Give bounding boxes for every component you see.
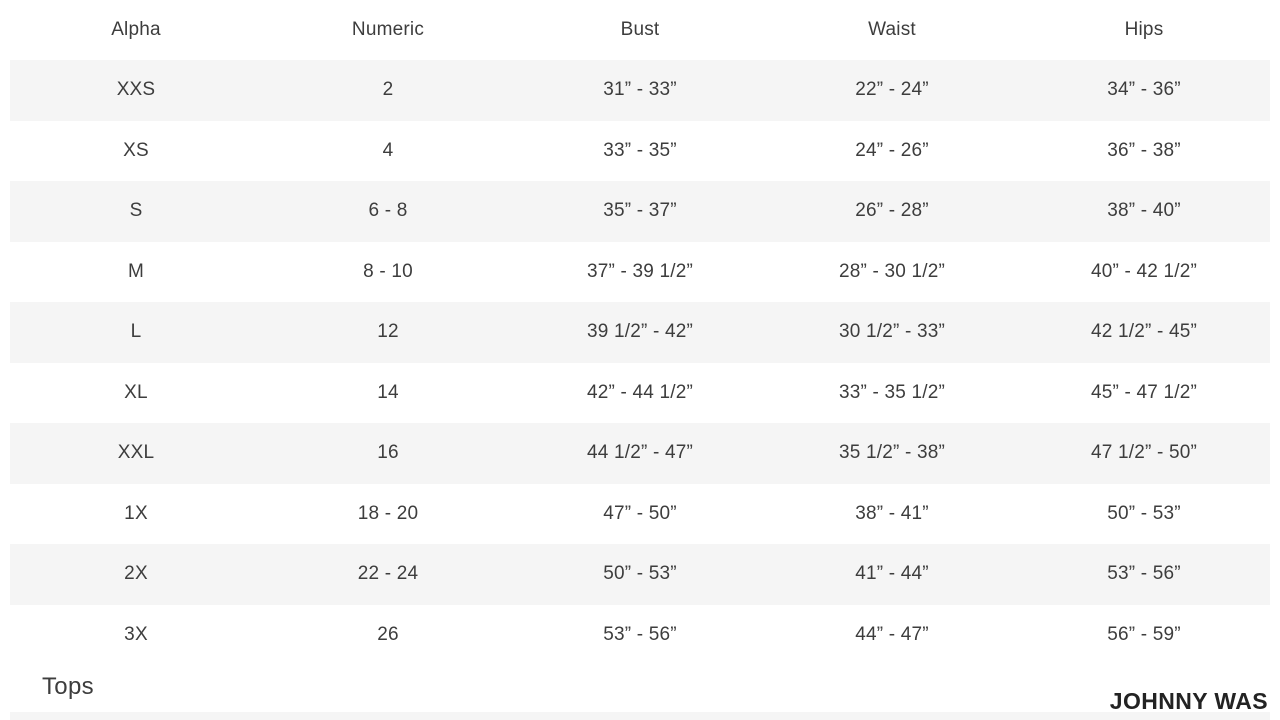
table-cell: 8 - 10 — [363, 260, 413, 282]
table-cell: S — [129, 200, 143, 222]
table-row: XS 4 33” - 35” 24” - 26” 36” - 38” — [10, 120, 1270, 181]
table-cell: 18 - 20 — [357, 502, 419, 524]
table-cell: 26” - 28” — [855, 200, 929, 222]
table-cell: 41” - 44” — [855, 563, 929, 585]
table-cell: 44” - 47” — [855, 623, 929, 645]
next-row-strip — [10, 712, 1270, 720]
table-cell: 4 — [382, 139, 394, 161]
column-header-waist: Waist — [868, 19, 916, 40]
table-row: XXS 2 31” - 33” 22” - 24” 34” - 36” — [10, 60, 1270, 121]
table-cell: 56” - 59” — [1107, 623, 1181, 645]
table-cell: 53” - 56” — [1107, 563, 1181, 585]
column-header-alpha: Alpha — [111, 19, 161, 40]
table-cell: 1X — [124, 502, 148, 524]
column-header-bust: Bust — [620, 19, 660, 40]
table-cell: 50” - 53” — [603, 563, 677, 585]
table-cell: 53” - 56” — [603, 623, 677, 645]
table-cell: 2 — [382, 79, 394, 101]
section-label-tops: Tops — [42, 673, 94, 700]
table-cell: 33” - 35” — [603, 139, 677, 161]
table-row: XXL 16 44 1/2” - 47” 35 1/2” - 38” 47 1/2” -… — [10, 423, 1270, 484]
size-chart-header: Alpha Numeric Bust Waist Hips — [10, 0, 1270, 60]
table-cell: 30 1/2” - 33” — [838, 321, 946, 343]
table-cell: 12 — [377, 321, 399, 343]
table-cell: 38” - 40” — [1107, 200, 1181, 222]
table-row: 1X 18 - 20 47” - 50” 38” - 41” 50” - 53” — [10, 483, 1270, 544]
table-cell: XXS — [116, 79, 156, 101]
table-row: 3X 26 53” - 56” 44” - 47” 56” - 59” — [10, 604, 1270, 665]
column-header-numeric: Numeric — [351, 19, 425, 40]
table-cell: 31” - 33” — [603, 79, 677, 101]
table-cell: 47” - 50” — [603, 502, 677, 524]
table-row: XL 14 42” - 44 1/2” 33” - 35 1/2” 45” - 47 1… — [10, 362, 1270, 423]
table-cell: 28” - 30 1/2” — [838, 260, 946, 282]
size-chart-body: XXS 2 31” - 33” 22” - 24” 34” - 36” XS 4 33” - … — [10, 60, 1270, 665]
table-cell: 35 1/2” - 38” — [838, 442, 946, 464]
table-cell: 22” - 24” — [855, 79, 929, 101]
table-cell: 22 - 24 — [357, 563, 419, 585]
footer: Tops JOHNNY WAS — [0, 665, 1280, 720]
table-cell: 33” - 35 1/2” — [838, 381, 946, 403]
table-cell: 45” - 47 1/2” — [1090, 381, 1198, 403]
table-cell: 44 1/2” - 47” — [586, 442, 694, 464]
table-cell: 40” - 42 1/2” — [1090, 260, 1198, 282]
table-row: 2X 22 - 24 50” - 53” 41” - 44” 53” - 56” — [10, 544, 1270, 605]
table-cell: 42 1/2” - 45” — [1090, 321, 1198, 343]
table-cell: 24” - 26” — [855, 139, 929, 161]
brand-logo: JOHNNY WAS — [1109, 688, 1268, 714]
table-cell: XS — [123, 139, 149, 161]
table-cell: 6 - 8 — [368, 200, 408, 222]
column-header-hips: Hips — [1124, 19, 1164, 40]
table-cell: 36” - 38” — [1107, 139, 1181, 161]
table-cell: 14 — [377, 381, 399, 403]
table-cell: 39 1/2” - 42” — [586, 321, 694, 343]
table-cell: L — [130, 321, 142, 343]
table-row: L 12 39 1/2” - 42” 30 1/2” - 33” 42 1/2” - 4… — [10, 302, 1270, 363]
table-cell: 47 1/2” - 50” — [1090, 442, 1198, 464]
table-cell: 26 — [377, 623, 399, 645]
table-cell: M — [127, 260, 145, 282]
table-cell: 34” - 36” — [1107, 79, 1181, 101]
table-cell: 16 — [377, 442, 399, 464]
table-cell: 3X — [124, 623, 148, 645]
table-cell: 42” - 44 1/2” — [586, 381, 694, 403]
table-cell: XXL — [117, 442, 155, 464]
table-cell: 50” - 53” — [1107, 502, 1181, 524]
table-cell: XL — [124, 381, 148, 403]
table-cell: 37” - 39 1/2” — [586, 260, 694, 282]
size-chart-table: Alpha Numeric Bust Waist Hips XXS 2 31” - … — [10, 0, 1270, 665]
table-row: S 6 - 8 35” - 37” 26” - 28” 38” - 40” — [10, 181, 1270, 242]
header-row: Alpha Numeric Bust Waist Hips — [10, 0, 1270, 60]
table-cell: 35” - 37” — [603, 200, 677, 222]
table-row: M 8 - 10 37” - 39 1/2” 28” - 30 1/2” 40” - 4… — [10, 241, 1270, 302]
table-cell: 2X — [124, 563, 148, 585]
table-cell: 38” - 41” — [855, 502, 929, 524]
